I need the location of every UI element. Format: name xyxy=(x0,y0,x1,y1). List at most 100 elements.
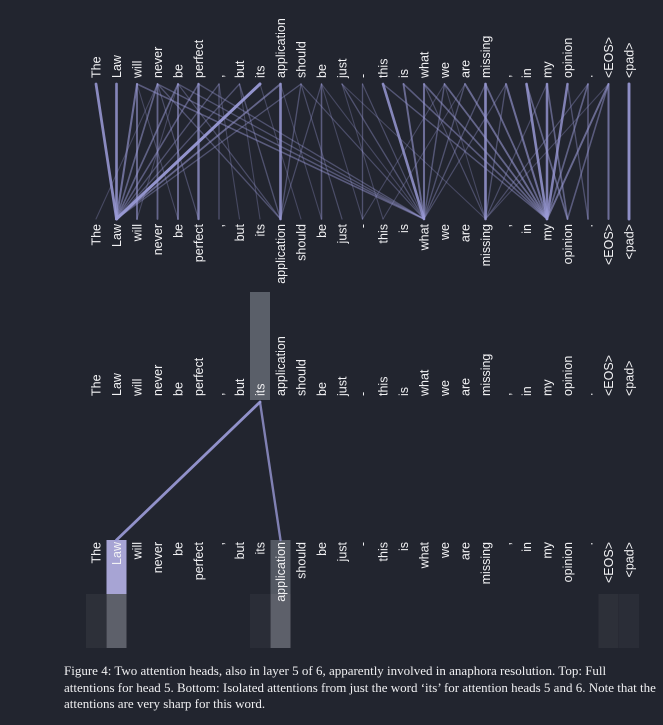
bottom-source-token: perfect xyxy=(192,357,206,396)
top-source-token: Law xyxy=(110,54,124,78)
bottom-source-token: just xyxy=(336,376,350,397)
bottom-attention-line xyxy=(258,400,282,542)
top-target-token: should xyxy=(295,224,309,261)
top-source-token: , xyxy=(213,75,227,78)
top-target-token: , xyxy=(213,224,227,227)
attention-figure: The Law will never be perfect, but its applicati… xyxy=(86,18,639,648)
top-attention-line xyxy=(443,83,548,220)
top-attention-line xyxy=(423,83,487,220)
top-attention-line xyxy=(156,83,200,220)
bottom-source-token: The xyxy=(90,374,104,396)
figure-caption: Figure 4: Two attention heads, also in l… xyxy=(64,663,656,711)
top-attention-line xyxy=(136,83,179,220)
top-source-token: we xyxy=(438,62,452,79)
bottom-source-token: should xyxy=(295,359,309,396)
top-attention-line xyxy=(320,83,425,220)
top-attention-line xyxy=(423,83,446,220)
top-source-token: will xyxy=(131,61,145,79)
bottom-target-token: never xyxy=(151,542,165,573)
top-source-token: perfect xyxy=(192,39,206,78)
bottom-source-token: - xyxy=(356,392,370,396)
top-source-token: should xyxy=(295,41,309,78)
top-source-token: be xyxy=(172,64,186,78)
bottom-source-token: will xyxy=(131,379,145,397)
top-attention-line xyxy=(484,83,589,220)
bottom-source-token: my xyxy=(541,379,555,396)
bottom-target-token: will xyxy=(131,542,145,560)
top-target-token: in xyxy=(520,224,534,234)
top-attention-line xyxy=(94,82,118,221)
top-source-token: . xyxy=(582,75,596,78)
top-target-token: <EOS> xyxy=(602,224,616,265)
top-attention-line xyxy=(484,83,507,220)
bottom-target-token: - xyxy=(356,542,370,546)
token-labels: The Law will never be perfect, but its applicati… xyxy=(90,18,637,602)
top-attention-line xyxy=(279,83,323,220)
top-source-token: The xyxy=(90,56,104,78)
top-target-token: will xyxy=(131,224,145,242)
top-target-token: . xyxy=(582,224,596,227)
top-target-token: opinion xyxy=(561,224,575,264)
bottom-source-token: application xyxy=(274,336,288,396)
bottom-target-token: The xyxy=(90,542,104,564)
bottom-target-token: we xyxy=(438,542,452,559)
top-attention-line xyxy=(566,83,610,220)
bottom-attention-lines xyxy=(115,400,282,542)
bottom-source-token: , xyxy=(213,393,227,396)
bottom-source-token: but xyxy=(233,378,247,396)
top-attention-line xyxy=(341,83,487,220)
top-attention-line xyxy=(504,82,549,221)
top-attention-line xyxy=(423,83,466,220)
top-attention-line xyxy=(177,83,425,220)
top-source-token: application xyxy=(274,18,288,78)
top-attention-line xyxy=(341,83,425,220)
target-faint-box xyxy=(619,594,639,648)
top-source-token: <pad> xyxy=(623,43,637,78)
top-attention-line xyxy=(464,83,548,220)
top-attention-line xyxy=(361,83,425,220)
bottom-source-token: missing xyxy=(479,354,493,396)
bottom-source-token: , xyxy=(500,393,514,396)
top-attention-line xyxy=(484,83,610,220)
bottom-target-token: but xyxy=(233,541,247,559)
bottom-target-token: opinion xyxy=(561,542,575,582)
top-attention-line xyxy=(382,83,548,220)
bottom-source-token: is xyxy=(397,387,411,396)
top-attention-line xyxy=(402,83,425,220)
bottom-target-token: . xyxy=(582,542,596,545)
top-target-token: this xyxy=(377,224,391,243)
bottom-source-token: this xyxy=(377,377,391,396)
top-attention-line xyxy=(566,83,589,220)
bottom-attention-line xyxy=(115,400,262,542)
top-source-token: missing xyxy=(479,36,493,78)
top-attention-line xyxy=(546,83,589,220)
top-attention-line xyxy=(115,83,302,220)
top-attention-line xyxy=(525,83,569,220)
bottom-highlight-boxes xyxy=(86,292,639,648)
top-attention-line xyxy=(95,83,159,220)
top-target-token: its xyxy=(254,224,268,237)
top-source-token: just xyxy=(336,58,350,79)
top-target-token: , xyxy=(500,224,514,227)
top-attention-line xyxy=(423,83,548,220)
top-target-token: be xyxy=(172,224,186,238)
top-attention-line xyxy=(484,83,548,220)
top-attention-line xyxy=(238,83,282,220)
bottom-target-token: in xyxy=(520,542,534,552)
top-source-token: be xyxy=(315,64,329,78)
bottom-target-token: be xyxy=(172,542,186,556)
target-faint-box xyxy=(86,594,106,648)
top-source-token: its xyxy=(254,66,268,79)
top-attention-line xyxy=(382,83,466,220)
bottom-source-token: its xyxy=(254,384,268,397)
top-attention-line xyxy=(546,83,610,220)
top-attention-line xyxy=(484,83,548,220)
top-source-token: in xyxy=(520,68,534,78)
bottom-target-token: perfect xyxy=(192,541,206,580)
top-source-token: are xyxy=(459,60,473,78)
top-target-token: The xyxy=(90,224,104,246)
bottom-target-token: should xyxy=(295,542,309,579)
top-target-token: - xyxy=(356,224,370,228)
top-source-token: <EOS> xyxy=(602,37,616,78)
top-source-token: , xyxy=(500,75,514,78)
